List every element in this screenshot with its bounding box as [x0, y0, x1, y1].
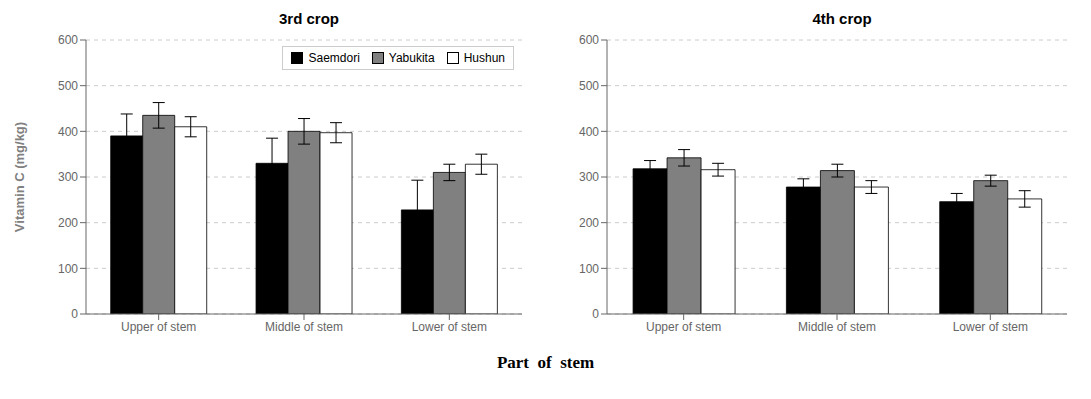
- svg-text:0: 0: [592, 307, 599, 321]
- svg-text:100: 100: [579, 262, 599, 276]
- svg-text:Middle of stem: Middle of stem: [265, 320, 343, 334]
- svg-text:Upper of stem: Upper of stem: [646, 320, 721, 334]
- svg-text:400: 400: [579, 125, 599, 139]
- svg-text:200: 200: [579, 216, 599, 230]
- html-text:Hushun: Hushun: [463, 51, 505, 65]
- html-text:Part of stem: Part of stem: [496, 353, 595, 372]
- svg-text:Upper of stem: Upper of stem: [121, 320, 196, 334]
- svg-text:Lower of stem: Lower of stem: [953, 320, 1028, 334]
- svg-text:500: 500: [579, 79, 599, 93]
- svg-text:0: 0: [71, 307, 78, 321]
- svg-text:600: 600: [58, 33, 78, 47]
- svg-text:300: 300: [579, 170, 599, 184]
- html-text:Yabukita: Yabukita: [388, 51, 435, 65]
- html-text:4th crop: 4th crop: [812, 10, 872, 27]
- svg-text:Middle of stem: Middle of stem: [798, 320, 876, 334]
- svg-text:600: 600: [579, 33, 599, 47]
- html-text:3rd crop: 3rd crop: [279, 10, 339, 27]
- svg-text:Vitamin C (mg/kg): Vitamin C (mg/kg): [12, 122, 27, 232]
- svg-text:300: 300: [58, 170, 78, 184]
- svg-text:100: 100: [58, 262, 78, 276]
- svg-text:200: 200: [58, 216, 78, 230]
- svg-text:Lower of stem: Lower of stem: [412, 320, 487, 334]
- html-text:Saemdori: Saemdori: [308, 51, 360, 65]
- svg-text:400: 400: [58, 125, 78, 139]
- svg-text:500: 500: [58, 79, 78, 93]
